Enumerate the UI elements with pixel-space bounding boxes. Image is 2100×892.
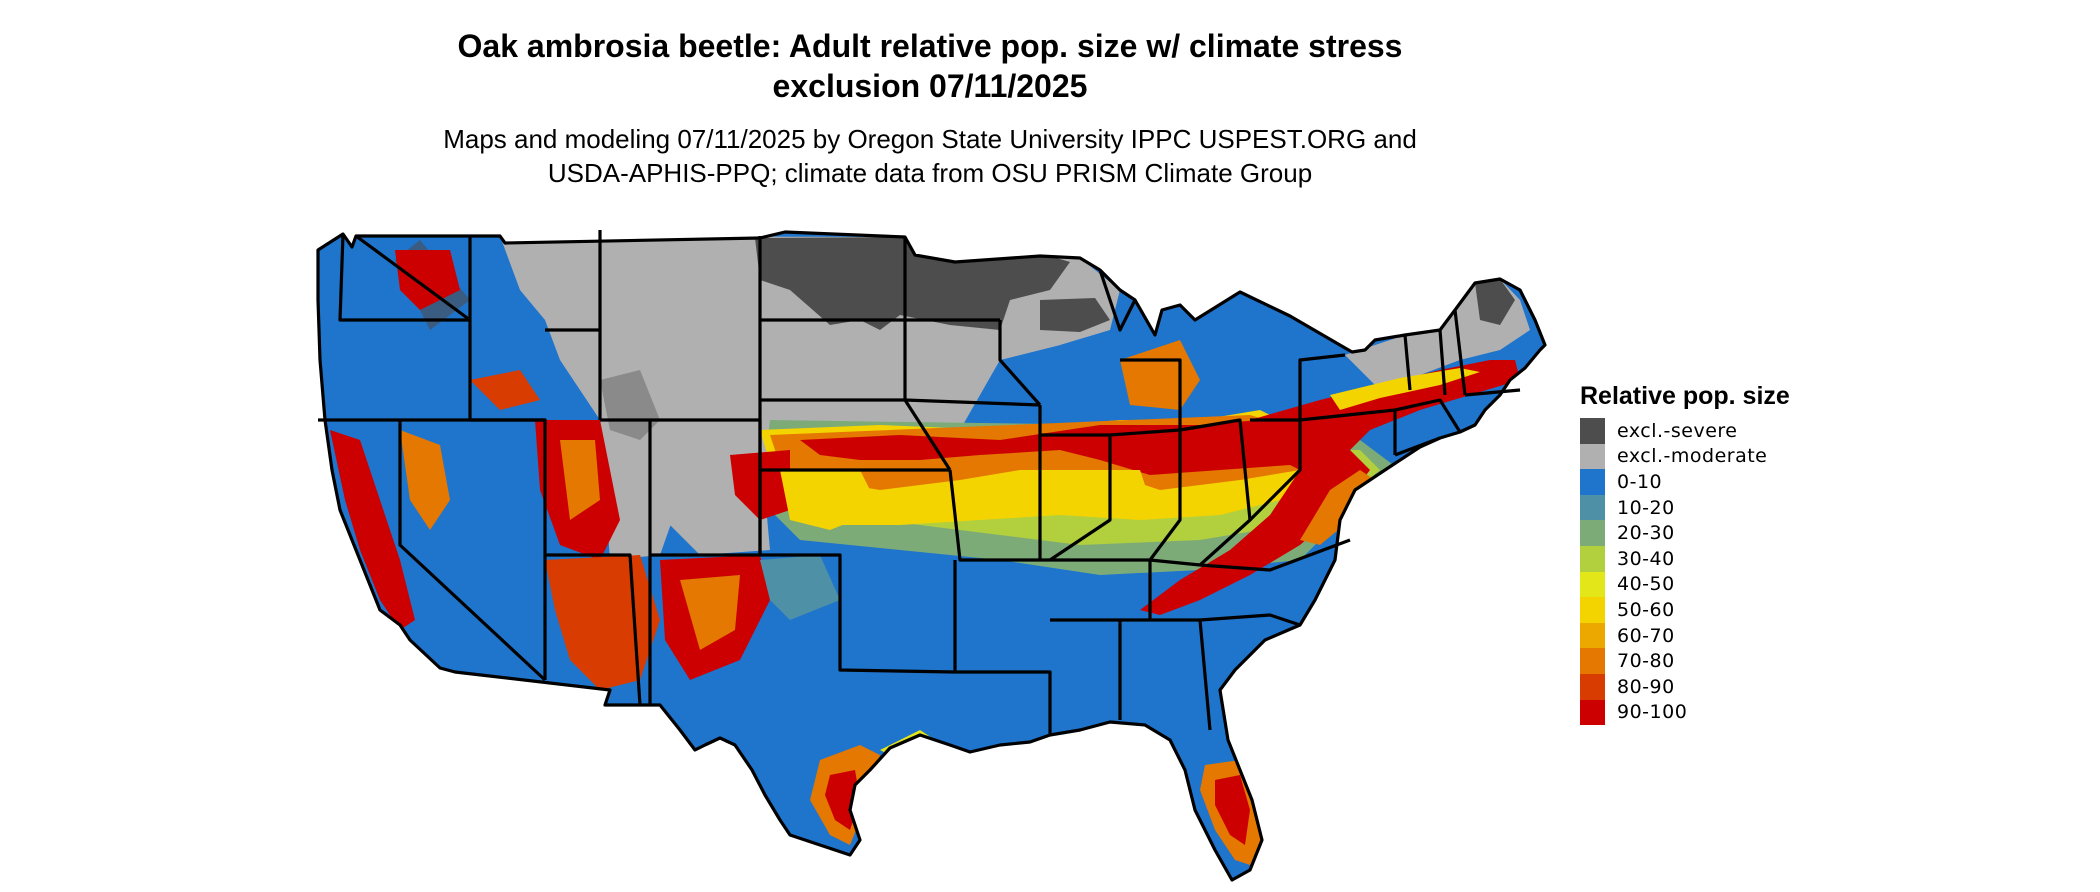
legend-label: 60-70	[1617, 624, 1675, 647]
legend-item: 60-70	[1580, 622, 1790, 649]
legend-swatch	[1580, 673, 1605, 700]
legend-label: 90-100	[1617, 701, 1688, 724]
legend-item: 40-50	[1580, 571, 1790, 598]
legend-swatch	[1580, 545, 1605, 572]
legend-item: 20-30	[1580, 520, 1790, 546]
legend-item: 90-100	[1580, 699, 1790, 726]
map-title-line2: exclusion 07/11/2025	[772, 68, 1088, 104]
legend-item: excl.-moderate	[1580, 443, 1790, 470]
legend-swatch	[1580, 648, 1605, 674]
legend-swatch	[1580, 571, 1605, 598]
legend-item: 80-90	[1580, 673, 1790, 700]
map-subtitle-line2: USDA-APHIS-PPQ; climate data from OSU PR…	[547, 158, 1313, 188]
suitability-layer	[330, 236, 1530, 865]
map-title-line1: Oak ambrosia beetle: Adult relative pop.…	[457, 28, 1403, 64]
legend-item: 50-60	[1580, 597, 1790, 623]
legend-items: excl.-severe excl.-moderate 0-10 10-20 20-30…	[1580, 418, 1790, 726]
legend-item: 0-10	[1580, 469, 1790, 495]
state-borders	[316, 230, 1547, 882]
legend-label: 30-40	[1617, 547, 1675, 570]
legend-item: 70-80	[1580, 648, 1790, 674]
legend-swatch	[1580, 622, 1605, 649]
legend-swatch	[1580, 597, 1605, 623]
legend-swatch	[1580, 443, 1605, 470]
legend-swatch	[1580, 418, 1605, 444]
legend-swatch	[1580, 469, 1605, 495]
legend-label: 10-20	[1617, 496, 1675, 519]
legend-label: 0-10	[1617, 470, 1663, 493]
legend-title: Relative pop. size	[1580, 382, 1790, 410]
map-subtitle-line1: Maps and modeling 07/11/2025 by Oregon S…	[443, 124, 1417, 154]
legend-label: excl.-severe	[1617, 419, 1738, 442]
legend-item: 10-20	[1580, 494, 1790, 521]
legend-label: excl.-moderate	[1617, 445, 1768, 468]
legend-swatch	[1580, 520, 1605, 546]
legend-swatch	[1580, 699, 1605, 726]
legend-label: 40-50	[1617, 573, 1675, 596]
legend-label: 50-60	[1617, 598, 1675, 621]
legend-label: 70-80	[1617, 650, 1675, 673]
legend: Relative pop. size excl.-severe excl.-mod…	[1580, 380, 1790, 726]
legend-item: 30-40	[1580, 545, 1790, 572]
legend-item: excl.-severe	[1580, 418, 1790, 444]
legend-label: 20-30	[1617, 522, 1675, 545]
legend-label: 80-90	[1617, 675, 1675, 698]
legend-swatch	[1580, 494, 1605, 521]
